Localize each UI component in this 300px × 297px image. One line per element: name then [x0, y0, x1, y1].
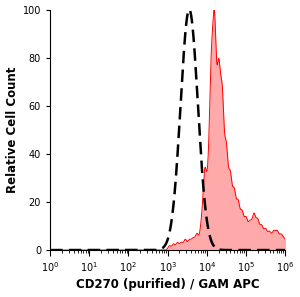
X-axis label: CD270 (purified) / GAM APC: CD270 (purified) / GAM APC	[76, 279, 260, 291]
Y-axis label: Relative Cell Count: Relative Cell Count	[6, 67, 19, 193]
